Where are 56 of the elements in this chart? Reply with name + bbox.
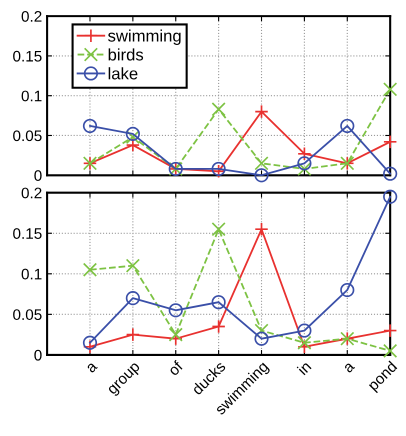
y-tick-label: 0.1 — [22, 268, 42, 280]
point — [383, 166, 398, 181]
point — [82, 118, 98, 134]
point — [383, 344, 398, 358]
point — [212, 162, 226, 176]
point — [254, 104, 269, 119]
point — [212, 319, 226, 334]
legend-label: lake — [108, 67, 138, 80]
point — [254, 156, 269, 170]
y-tick-label: 0.15 — [13, 228, 42, 239]
point — [126, 258, 140, 273]
x-tick-label: a — [86, 362, 98, 374]
point — [254, 332, 269, 346]
y-tick-label: 0.15 — [13, 50, 42, 62]
y-tick-label: 0.05 — [13, 309, 42, 320]
point — [212, 102, 226, 116]
point — [212, 295, 226, 310]
point — [297, 156, 312, 170]
point — [297, 336, 312, 350]
point — [82, 336, 98, 350]
point — [340, 282, 354, 298]
legend-label: swimming — [108, 29, 181, 45]
point — [126, 138, 140, 152]
point — [254, 168, 269, 182]
point — [168, 303, 183, 318]
point — [168, 332, 183, 346]
y-tick-label: 0 — [34, 350, 42, 361]
point — [383, 134, 398, 149]
legend-label: birds — [108, 48, 144, 61]
x-tick-label: in — [296, 360, 312, 376]
point — [126, 328, 140, 342]
point — [212, 164, 226, 178]
y-tick-label: 0.05 — [13, 130, 42, 142]
x-tick-label: a — [344, 362, 356, 374]
point — [82, 340, 98, 354]
point — [383, 190, 398, 204]
point — [297, 340, 312, 354]
point — [126, 130, 140, 144]
y-tick-label: 0.2 — [22, 11, 42, 22]
y-tick-label: 0.1 — [22, 90, 42, 102]
point — [254, 323, 269, 338]
point — [82, 262, 98, 277]
point — [297, 323, 312, 338]
point — [383, 82, 398, 96]
y-tick-label: 0.2 — [22, 188, 42, 198]
y-tick-label: 0 — [34, 170, 42, 181]
point — [297, 146, 312, 161]
point — [126, 126, 140, 141]
point — [254, 222, 269, 236]
point — [340, 118, 354, 134]
point — [297, 162, 312, 176]
point — [212, 222, 226, 236]
point — [383, 323, 398, 338]
x-tick-label: of — [167, 360, 184, 376]
point — [126, 291, 140, 306]
point — [168, 328, 183, 342]
